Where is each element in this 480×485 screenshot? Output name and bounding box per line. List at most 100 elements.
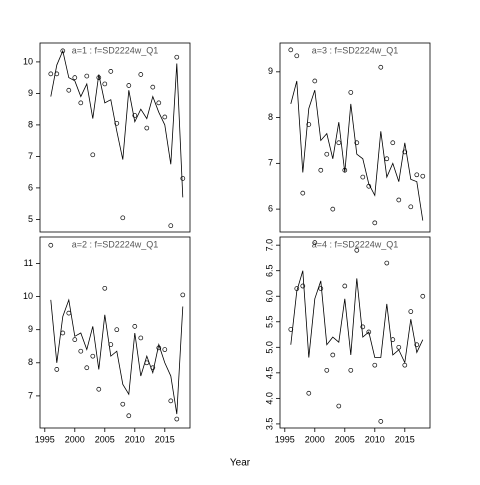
y-tick-label: 4.5 <box>264 367 274 380</box>
point <box>312 78 318 84</box>
point <box>102 81 108 87</box>
point <box>294 286 300 291</box>
x-tick-label: 2005 <box>95 434 115 444</box>
point <box>180 292 186 298</box>
point <box>360 324 366 330</box>
y-tick-label: 6.5 <box>264 264 274 277</box>
y-tick-label: 8 <box>28 119 33 129</box>
point <box>174 54 180 60</box>
fit-line <box>50 49 184 198</box>
x-tick-label: 1995 <box>35 434 55 444</box>
x-tick-label: 2010 <box>365 434 385 444</box>
point <box>336 403 342 409</box>
x-tick-label: 1995 <box>275 434 295 444</box>
point <box>108 68 114 74</box>
y-tick-label: 3.5 <box>264 418 274 431</box>
point <box>306 390 312 396</box>
point <box>132 324 138 329</box>
point <box>66 310 72 316</box>
point <box>372 220 378 226</box>
panel-frame <box>39 42 191 233</box>
point <box>336 140 342 146</box>
y-tick-label: 5.0 <box>264 341 274 354</box>
x-tick-label: 2010 <box>125 434 145 444</box>
point <box>420 293 426 299</box>
y-tick-label: 6 <box>268 203 273 213</box>
y-tick-label: 9 <box>28 88 33 98</box>
point <box>348 90 354 95</box>
point <box>96 75 102 81</box>
point <box>108 342 114 347</box>
point <box>402 362 408 368</box>
point <box>408 309 414 314</box>
point <box>72 75 78 81</box>
y-tick-label: 6.0 <box>264 290 274 303</box>
point <box>48 242 54 248</box>
point <box>96 386 102 392</box>
point <box>156 345 162 351</box>
point <box>288 47 294 53</box>
point <box>324 367 330 373</box>
point <box>72 337 78 342</box>
point <box>312 240 318 245</box>
y-tick-label: 7 <box>268 158 273 168</box>
x-tick-label: 2015 <box>155 434 175 444</box>
strip-title: a=4 : f=SD2224w_Q1 <box>312 239 399 249</box>
point <box>114 327 120 333</box>
point <box>420 173 426 179</box>
point <box>90 353 96 359</box>
point <box>132 113 138 118</box>
point <box>378 64 384 70</box>
point <box>60 48 66 54</box>
point <box>120 215 126 221</box>
y-tick-label: 10 <box>23 291 33 301</box>
point <box>396 344 402 350</box>
x-tick-label: 2005 <box>335 434 355 444</box>
y-tick-label: 10 <box>23 56 33 66</box>
point <box>138 72 144 77</box>
point <box>330 352 336 358</box>
point <box>78 100 84 106</box>
point <box>390 337 396 342</box>
point <box>384 156 390 162</box>
point <box>330 206 336 212</box>
y-tick-label: 9 <box>28 324 33 334</box>
point <box>372 362 378 368</box>
fit-line <box>290 80 424 221</box>
point <box>138 335 144 341</box>
point <box>414 172 420 178</box>
fit-line <box>290 270 424 365</box>
point <box>342 283 348 289</box>
point <box>390 140 396 146</box>
fit-line <box>50 298 184 415</box>
point <box>402 149 408 155</box>
point <box>48 71 54 77</box>
point <box>150 365 156 371</box>
point <box>384 260 390 266</box>
point <box>84 73 90 79</box>
x-axis-label: Year <box>230 458 251 469</box>
y-tick-label: 5 <box>28 214 33 224</box>
point <box>174 416 180 422</box>
point <box>348 367 354 373</box>
y-tick-label: 9 <box>268 66 273 76</box>
point <box>102 285 108 291</box>
point <box>318 167 324 173</box>
point <box>414 342 420 348</box>
point <box>354 140 360 146</box>
strip-title: a=2 : f=SD2224w_Q1 <box>72 239 159 249</box>
point <box>396 197 402 203</box>
y-tick-label: 4.0 <box>264 392 274 405</box>
point <box>168 223 174 229</box>
y-tick-label: 8 <box>28 357 33 367</box>
point <box>288 327 294 332</box>
panel-frame <box>39 236 191 429</box>
point <box>90 152 96 158</box>
point <box>300 190 306 196</box>
point <box>54 71 60 77</box>
point <box>408 204 414 210</box>
point <box>126 413 132 419</box>
point <box>144 360 150 366</box>
point <box>366 183 372 189</box>
